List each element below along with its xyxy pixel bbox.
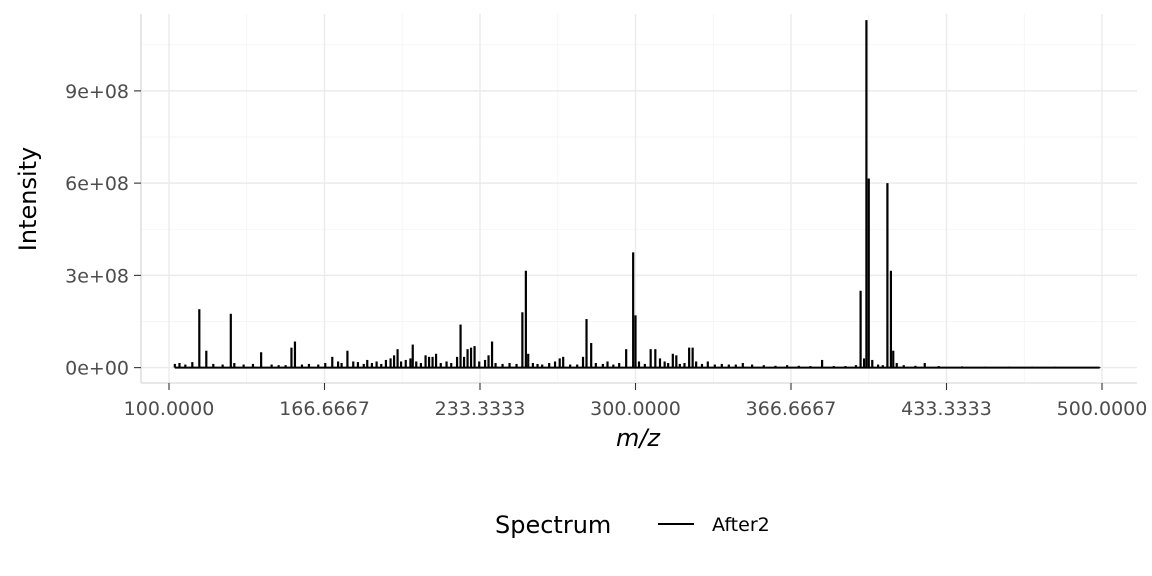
legend-label-after2: After2 — [712, 514, 770, 536]
y-tick-label: 3e+08 — [65, 265, 129, 287]
legend-title: Spectrum — [495, 511, 611, 539]
axes: 100.0000 166.6667 233.3333 300.0000 366.6667… — [65, 14, 1147, 420]
x-tick-label: 100.0000 — [124, 398, 215, 420]
x-tick-label: 500.0000 — [1057, 398, 1148, 420]
x-tick-label: 300.0000 — [590, 398, 681, 420]
x-tick-label: 233.3333 — [435, 398, 526, 420]
y-tick-label: 9e+08 — [65, 81, 129, 103]
series-after2 — [173, 20, 1101, 369]
x-tick-label: 366.6667 — [746, 398, 837, 420]
y-tick-label: 6e+08 — [65, 173, 129, 195]
y-axis-title: Intensity — [14, 147, 42, 251]
y-tick-label: 0e+00 — [65, 358, 129, 380]
x-tick-label: 166.6667 — [279, 398, 370, 420]
x-axis-title: m/z — [616, 424, 661, 452]
x-tick-label: 433.3333 — [901, 398, 992, 420]
grid — [141, 14, 1137, 383]
series-layer — [173, 20, 1101, 369]
legend: Spectrum After2 — [495, 511, 770, 539]
